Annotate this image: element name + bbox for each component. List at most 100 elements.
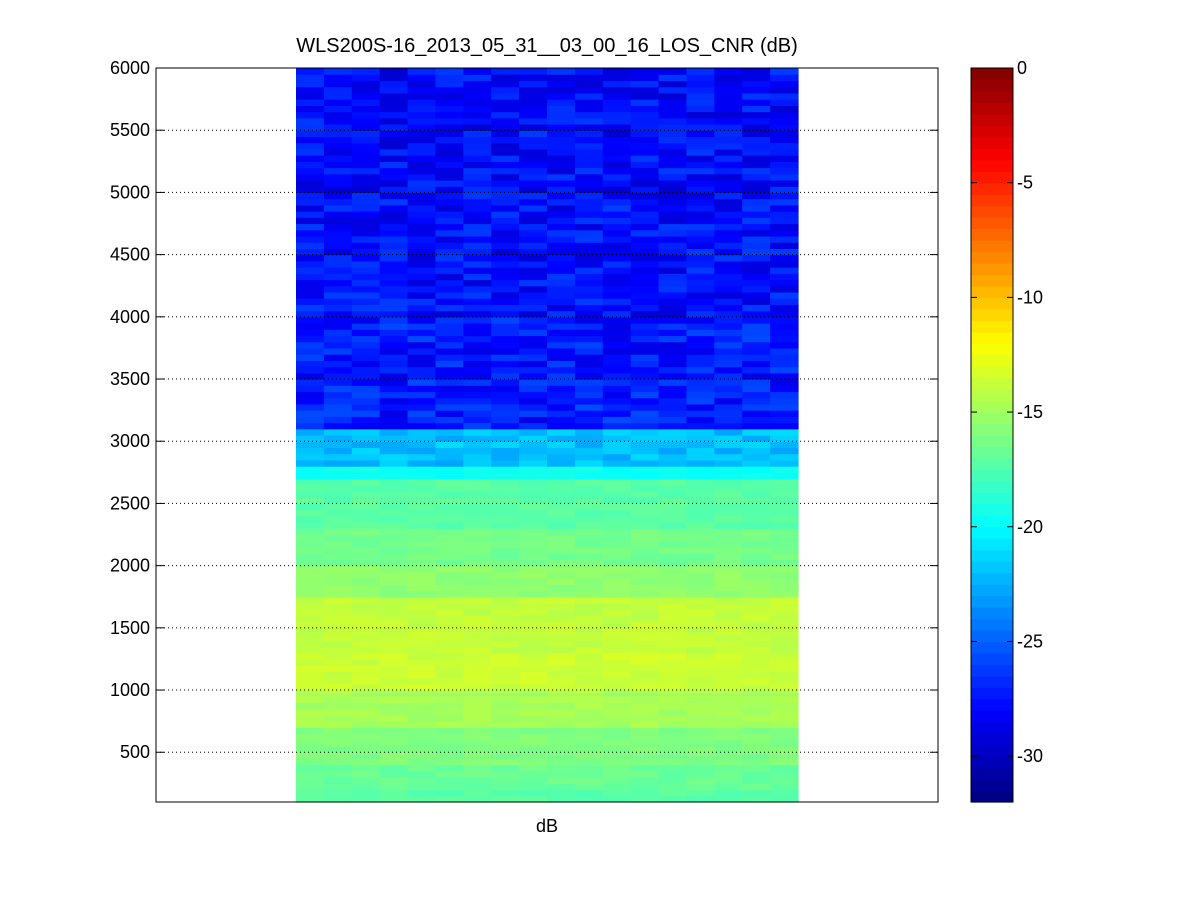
heatmap-cell [602, 764, 632, 772]
heatmap-cell [658, 316, 688, 324]
heatmap-cell [686, 410, 715, 417]
heatmap-cell [602, 391, 632, 399]
heatmap-cell [547, 590, 576, 598]
heatmap-cell [491, 522, 520, 529]
heatmap-cell [602, 503, 632, 511]
heatmap-cell [323, 733, 353, 741]
heatmap-cell [296, 565, 325, 573]
heatmap-cell [658, 540, 688, 548]
heatmap-cell [323, 428, 353, 436]
heatmap-cell [630, 285, 660, 293]
heatmap-cell [379, 789, 409, 797]
heatmap-cell [547, 746, 576, 753]
heatmap-cell [658, 273, 688, 281]
heatmap-cell [491, 242, 520, 249]
heatmap-cell [463, 273, 492, 281]
heatmap-cell [407, 267, 437, 274]
plot-frame [155, 67, 939, 803]
heatmap-cell [435, 466, 464, 473]
heatmap-cell [519, 714, 548, 722]
heatmap-cell [296, 86, 325, 94]
heatmap-cell [435, 634, 464, 641]
colorbar-band [971, 102, 1013, 115]
heatmap-cell [742, 291, 771, 299]
heatmap-cell [630, 777, 660, 784]
heatmap-cell [658, 478, 688, 486]
heatmap-cell [323, 285, 353, 293]
heatmap-cell [463, 372, 492, 380]
heatmap-cell [658, 484, 688, 492]
heatmap-cell [547, 546, 576, 554]
heatmap-cell [351, 422, 381, 430]
heatmap-cell [407, 578, 437, 585]
heatmap-cell [547, 795, 576, 803]
heatmap-cell [602, 105, 632, 113]
heatmap-cell [379, 609, 409, 616]
heatmap-cell [574, 546, 604, 554]
heatmap-cell [463, 652, 492, 660]
heatmap-cell [296, 298, 325, 305]
heatmap-cell [547, 534, 576, 542]
y-tick-label: 4500 [110, 245, 150, 265]
heatmap-cell [463, 665, 492, 672]
heatmap-cell [602, 472, 632, 480]
heatmap-cell [602, 652, 632, 660]
heatmap-cell [435, 385, 464, 393]
heatmap-cell [630, 260, 660, 268]
colorbar-band [971, 698, 1013, 711]
heatmap-cell [491, 130, 520, 138]
heatmap-cell [742, 192, 771, 200]
heatmap-cell [323, 68, 353, 75]
heatmap-cell [630, 105, 660, 113]
heatmap-cell [770, 161, 799, 169]
heatmap-cell [323, 690, 353, 697]
heatmap-cell [491, 627, 520, 635]
heatmap-cell [435, 74, 464, 82]
heatmap-cell [296, 366, 325, 374]
heatmap-cell [742, 235, 771, 243]
heatmap-cell [379, 142, 409, 150]
heatmap-cell [742, 148, 771, 156]
heatmap-cell [714, 640, 743, 648]
heatmap-cell [407, 789, 437, 797]
heatmap-cell [602, 677, 632, 685]
heatmap-cell [323, 316, 353, 324]
heatmap-cell [351, 472, 381, 480]
heatmap-cell [686, 739, 715, 747]
heatmap-cell [658, 148, 688, 156]
heatmap-cell [296, 354, 325, 361]
heatmap-cell [491, 658, 520, 666]
heatmap-cell [435, 403, 464, 411]
heatmap-cell [547, 634, 576, 641]
heatmap-cell [547, 192, 576, 200]
heatmap-cell [379, 329, 409, 337]
heatmap-cell [323, 347, 353, 355]
heatmap-cell [574, 683, 604, 691]
heatmap-cell [658, 459, 688, 467]
heatmap-cell [658, 298, 688, 305]
heatmap-cell [519, 403, 548, 411]
heatmap-cell [547, 148, 576, 156]
heatmap-cell [407, 186, 437, 194]
heatmap-cell [407, 770, 437, 778]
heatmap-cell [435, 683, 464, 691]
heatmap-cell [742, 304, 771, 312]
heatmap-cell [686, 522, 715, 529]
heatmap-cell [574, 690, 604, 697]
colorbar-band [971, 664, 1013, 677]
heatmap-cell [435, 123, 464, 131]
heatmap-cell [463, 248, 492, 256]
heatmap-cell [491, 714, 520, 722]
heatmap-cell [574, 136, 604, 144]
heatmap-cell [714, 217, 743, 225]
heatmap-cell [463, 167, 492, 175]
heatmap-cell [379, 310, 409, 318]
heatmap-cell [435, 229, 464, 237]
heatmap-cell [323, 758, 353, 766]
heatmap-cell [630, 80, 660, 88]
heatmap-cell [658, 167, 688, 175]
heatmap-cell [547, 528, 576, 536]
heatmap-cell [296, 403, 325, 411]
heatmap-cell [742, 335, 771, 343]
heatmap-cell [323, 279, 353, 287]
